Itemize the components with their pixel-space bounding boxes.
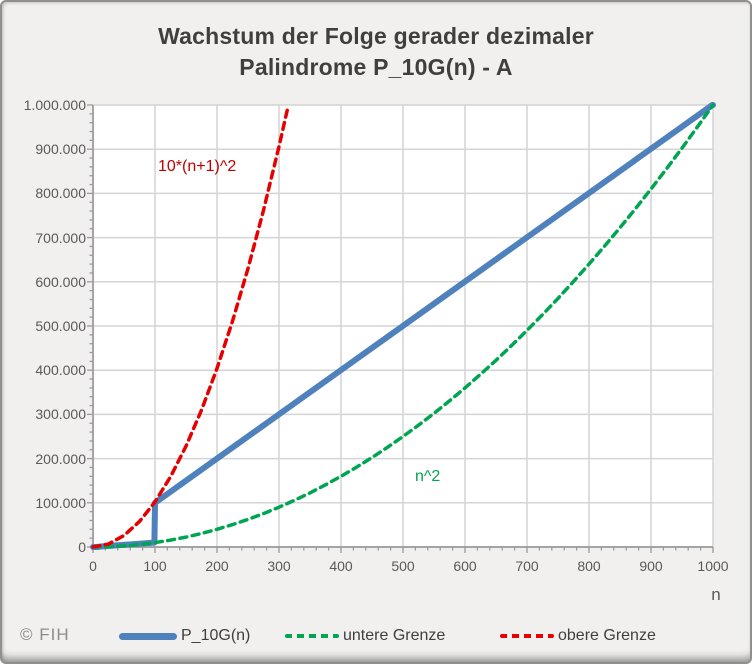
y-tick-label: 100.000 bbox=[35, 494, 86, 511]
legend-item-p10g: P_10G(n) bbox=[119, 624, 250, 648]
x-tick-label: 500 bbox=[391, 558, 415, 574]
y-tick-label: 0 bbox=[78, 539, 86, 555]
legend-line-sample-blue bbox=[119, 632, 177, 640]
copyright-label: © FIH bbox=[20, 625, 70, 644]
annotation-upper-bound: 10*(n+1)^2 bbox=[158, 158, 237, 175]
chart-title-line-2: Palindrome P_10G(n) - A bbox=[239, 54, 513, 80]
y-tick-label: 900.000 bbox=[35, 141, 86, 158]
chart-title-line-1: Wachstum der Folge gerader dezimaler bbox=[158, 23, 594, 49]
y-tick-label: 800.000 bbox=[35, 185, 86, 202]
x-tick-label: 200 bbox=[205, 558, 229, 574]
y-tick-label: 600.000 bbox=[35, 273, 86, 290]
x-tick-label: 900 bbox=[639, 558, 663, 574]
y-tick-label: 400.000 bbox=[35, 362, 86, 379]
legend-line-sample-red bbox=[500, 634, 554, 638]
y-tick-label: 700.000 bbox=[35, 229, 86, 246]
y-tick-label: 1.000.000 bbox=[23, 97, 86, 113]
y-tick-label: 500.000 bbox=[35, 318, 86, 334]
legend-label-upper-bound: obere Grenze bbox=[558, 627, 656, 644]
legend-line-sample-green bbox=[285, 634, 339, 638]
x-tick-label: 700 bbox=[515, 558, 539, 574]
annotation-lower-bound: n^2 bbox=[415, 468, 441, 485]
x-tick-label: 800 bbox=[577, 558, 601, 574]
x-tick-label: 100 bbox=[143, 558, 167, 574]
legend-label-lower-bound: untere Grenze bbox=[343, 627, 446, 644]
x-tick-label: 400 bbox=[329, 558, 353, 574]
x-tick-label: 0 bbox=[89, 558, 97, 574]
chart-title: Wachstum der Folge gerader dezimaler Pal… bbox=[2, 21, 750, 83]
y-tick-label: 300.000 bbox=[35, 406, 86, 423]
x-tick-label: 300 bbox=[267, 558, 291, 574]
x-axis-title: n bbox=[711, 585, 721, 604]
legend-item-lower-bound: untere Grenze bbox=[285, 624, 445, 648]
y-tick-label: 200.000 bbox=[35, 450, 86, 467]
legend-item-upper-bound: obere Grenze bbox=[500, 624, 656, 648]
x-tick-label: 600 bbox=[453, 558, 477, 574]
legend-label-p10g: P_10G(n) bbox=[181, 627, 251, 644]
x-tick-label: 1000 bbox=[697, 558, 729, 574]
